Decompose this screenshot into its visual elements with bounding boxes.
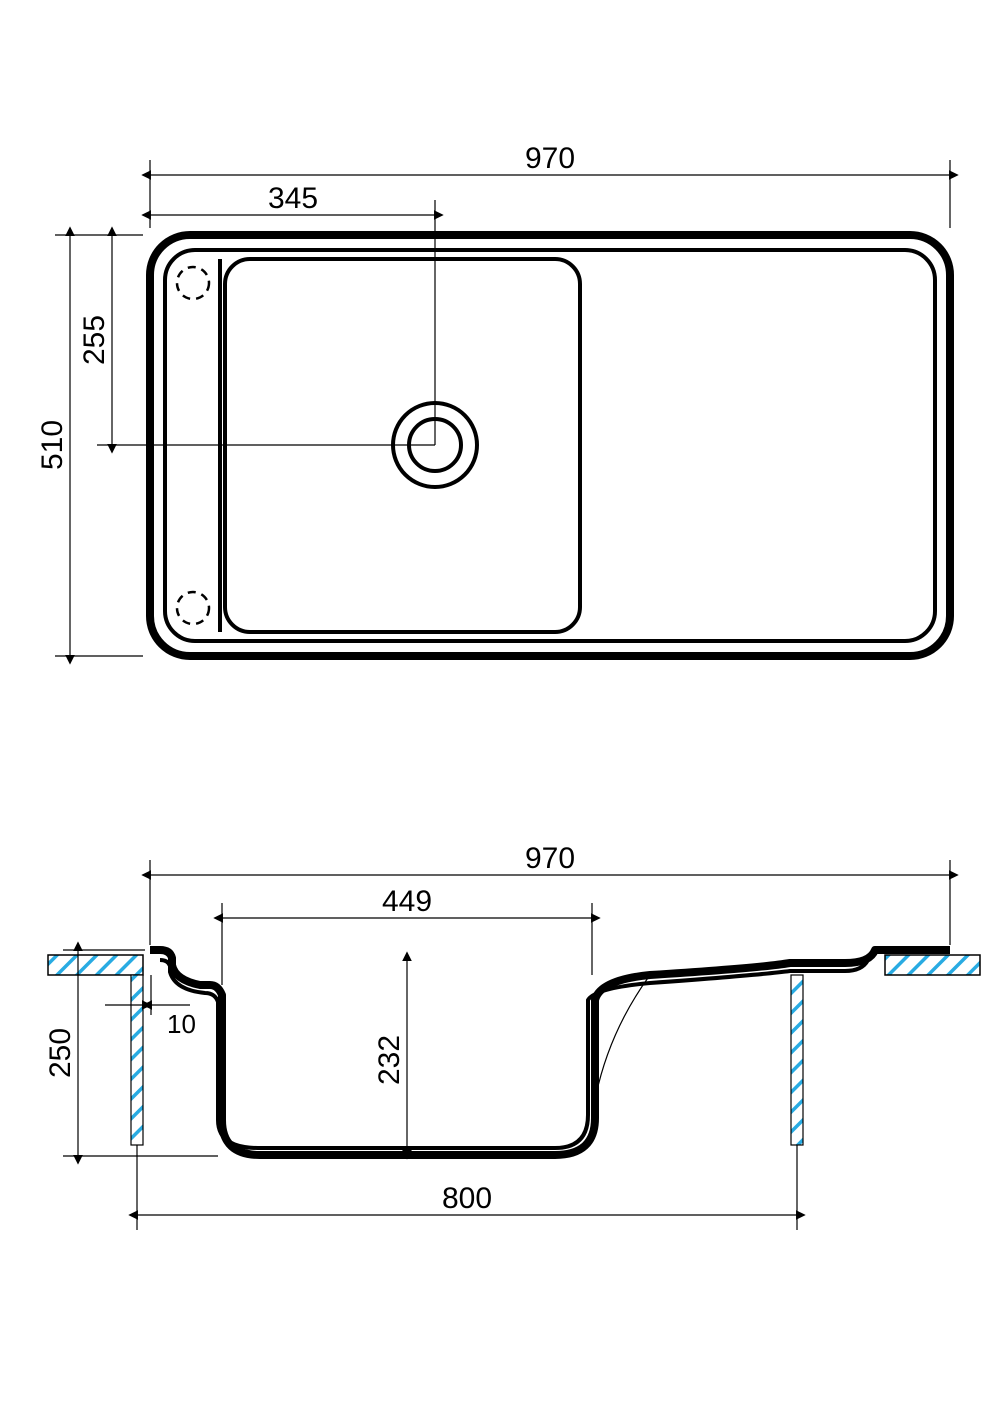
- dim-970-section: 970: [150, 842, 950, 945]
- dim-label: 800: [442, 1182, 492, 1215]
- dim-label: 10: [167, 1009, 196, 1039]
- dim-label: 345: [268, 182, 318, 215]
- dim-label: 250: [44, 1028, 77, 1078]
- dim-label: 232: [373, 1035, 406, 1085]
- dim-label: 970: [525, 842, 575, 875]
- dim-label: 255: [78, 315, 111, 365]
- dim-345: 345: [150, 182, 435, 445]
- support-leg-right: [791, 975, 803, 1145]
- dim-232: 232: [373, 960, 407, 1151]
- countertop-left: [48, 955, 143, 975]
- dim-label: 970: [525, 142, 575, 175]
- countertop-right: [885, 955, 980, 975]
- technical-drawing: 970 345 510 255: [0, 0, 1000, 1407]
- dim-label: 449: [382, 885, 432, 918]
- support-leg-left: [131, 975, 143, 1145]
- section-view: 970 449 800 250 232: [44, 842, 980, 1230]
- dim-255: 255: [78, 235, 435, 445]
- dim-label: 510: [36, 420, 69, 470]
- plan-view: 970 345 510 255: [36, 142, 950, 656]
